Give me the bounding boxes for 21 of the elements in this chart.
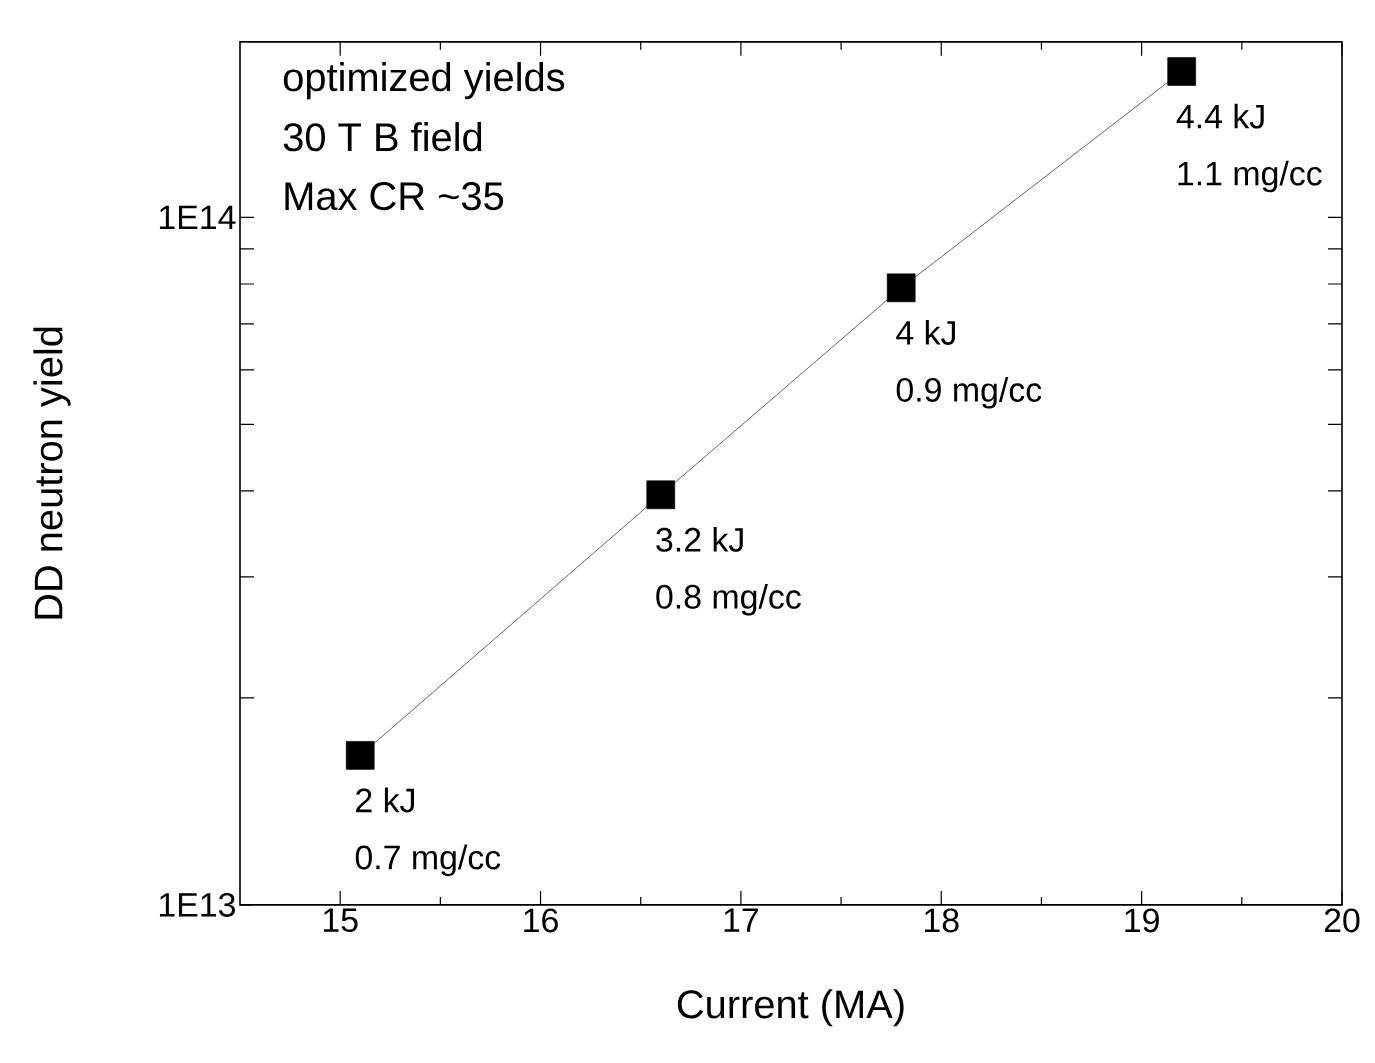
annotation: 0.7 mg/cc [355,844,501,877]
x-tick-label: 20 [1324,908,1360,933]
x-tick-label: 18 [925,908,959,933]
annotation: 4 kJ [896,320,955,345]
annotation: 1.1 mg/cc [1178,160,1322,193]
y-axis-title: DD neutron yield [33,327,71,619]
annotation: 0.9 mg/cc [896,377,1042,409]
annotation: 2 kJ [356,787,414,813]
annotation: 4.4 kJ [1176,103,1264,129]
annotation: Max CR ~35 [285,182,504,211]
y-tick-label: 1E14 [159,205,236,230]
x-tick-label: 16 [524,908,558,933]
x-tick-label: 19 [1125,908,1159,933]
x-tick-label: 15 [323,908,358,933]
annotation: 30 T B field [283,122,482,152]
annotation: 0.8 mg/cc [656,583,801,616]
annotation: 3.2 kJ [656,526,743,552]
y-tick-label: 1E13 [159,892,235,917]
annotation: optimized yields [283,62,565,100]
x-axis-title: Current (MA) [677,989,904,1027]
x-tick-label: 17 [724,908,759,932]
